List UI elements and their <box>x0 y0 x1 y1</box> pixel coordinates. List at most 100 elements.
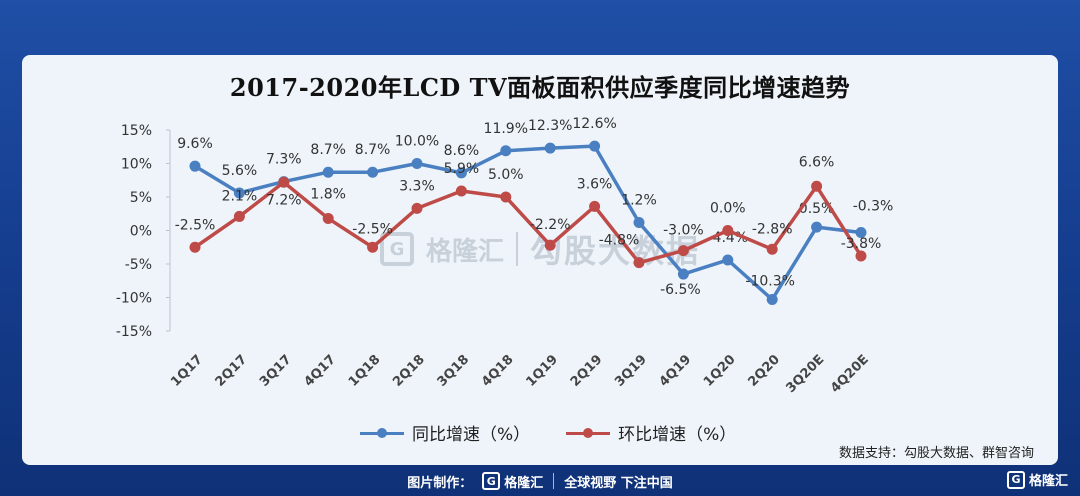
data-label-0: 10.0% <box>395 134 439 150</box>
data-label-1: 7.2% <box>266 192 302 208</box>
y-tick-label: 15% <box>121 123 152 139</box>
data-point-1 <box>367 241 379 253</box>
x-tick-label: 3Q18 <box>435 352 473 390</box>
data-point-0 <box>855 227 867 239</box>
footer-bar: 图片制作： G 格隆汇 全球视野 下注中国 <box>0 466 1080 496</box>
data-point-0 <box>633 216 645 228</box>
x-tick-label: 4Q18 <box>479 352 517 390</box>
data-label-0: -0.3% <box>853 199 894 215</box>
data-point-1 <box>411 202 423 214</box>
y-tick-label: -15% <box>116 324 152 340</box>
legend: 同比增速（%） 环比增速（%） <box>360 420 736 445</box>
series-line-1 <box>194 180 863 265</box>
data-label-1: 3.6% <box>577 176 613 192</box>
x-tick-label: 3Q20E <box>784 352 828 396</box>
chart-title: 2017-2020年LCD TV面板面积供应季度同比增速趋势 <box>229 73 851 102</box>
x-tick-label: 1Q19 <box>523 352 561 390</box>
data-point-1 <box>633 257 645 269</box>
x-tick-label: 3Q17 <box>257 352 295 390</box>
data-point-0 <box>189 160 201 172</box>
data-label-1: 3.3% <box>399 178 435 194</box>
data-label-0: 0.5% <box>799 201 835 217</box>
y-tick-label: 5% <box>130 190 152 206</box>
data-point-0 <box>411 158 423 169</box>
data-point-0 <box>677 268 689 280</box>
data-label-0: 12.6% <box>572 116 616 132</box>
data-point-0 <box>367 166 379 178</box>
x-tick-label: 2Q18 <box>390 352 428 390</box>
data-label-1: -2.5% <box>175 217 216 233</box>
footer-logo: G 格隆汇 <box>482 472 543 491</box>
data-label-0: 8.7% <box>355 142 391 158</box>
x-tick-label: 4Q19 <box>657 352 695 390</box>
footer-brand: 格隆汇 <box>504 475 544 491</box>
data-point-1 <box>811 180 823 192</box>
data-point-1 <box>278 176 290 188</box>
data-point-0 <box>766 294 778 306</box>
data-label-0: -6.5% <box>660 282 701 298</box>
footer-logo-icon: G <box>482 472 501 490</box>
data-point-1 <box>766 243 778 255</box>
data-label-0: 8.6% <box>444 143 480 159</box>
data-label-0: 11.9% <box>484 121 528 137</box>
data-point-1 <box>500 191 512 203</box>
legend-item-qoq: 环比增速（%） <box>566 420 736 445</box>
data-point-1 <box>589 200 601 212</box>
y-tick-label: 0% <box>130 224 152 240</box>
data-label-0: 7.3% <box>266 152 302 168</box>
data-point-0 <box>322 166 334 178</box>
chart-card <box>22 55 1058 465</box>
watermark-divider <box>516 232 519 266</box>
x-tick-label: 4Q17 <box>301 352 339 390</box>
data-point-1 <box>322 212 334 224</box>
data-point-1 <box>722 225 734 236</box>
footer-divider <box>553 473 555 489</box>
legend-label-qoq: 环比增速（%） <box>618 425 737 445</box>
x-tick-label: 2Q19 <box>568 352 606 390</box>
data-point-1 <box>855 250 867 262</box>
data-label-1: -2.2% <box>530 217 571 233</box>
data-point-0 <box>811 221 823 233</box>
data-label-1: -3.0% <box>663 223 704 239</box>
x-tick-label: 1Q20 <box>701 352 739 390</box>
data-label-1: 0.0% <box>710 201 746 217</box>
data-point-0 <box>722 254 734 266</box>
watermark-logo-icon: G <box>380 232 414 266</box>
data-label-0: 1.2% <box>621 192 657 208</box>
watermark-brand: 格隆汇 <box>426 236 505 267</box>
data-point-1 <box>455 185 467 197</box>
footer-slogan: 全球视野 下注中国 <box>564 475 673 491</box>
data-point-0 <box>589 140 601 152</box>
source-note: 数据支持：勾股大数据、群智咨询 <box>838 446 1034 461</box>
data-label-0: 9.6% <box>177 136 213 152</box>
data-label-0: 8.7% <box>310 142 346 158</box>
x-tick-label: 2Q20 <box>745 352 783 390</box>
x-tick-label: 1Q17 <box>168 352 206 390</box>
footer-made-by: 图片制作： <box>407 475 473 491</box>
series-line-0 <box>194 144 862 302</box>
data-label-1: -2.5% <box>352 221 393 237</box>
data-label-1: 6.6% <box>799 154 835 170</box>
y-tick-label: -5% <box>125 257 152 273</box>
data-label-1: -4.8% <box>599 233 640 249</box>
data-point-0 <box>500 145 512 157</box>
data-point-1 <box>677 245 689 257</box>
x-tick-label: 4Q20E <box>828 352 872 396</box>
data-label-0: 12.3% <box>528 118 572 134</box>
y-tick-label: 10% <box>121 157 152 173</box>
data-label-1: -2.8% <box>752 221 793 237</box>
data-label-1: 2.1% <box>222 188 258 204</box>
data-point-0 <box>544 142 556 154</box>
data-point-1 <box>544 239 556 251</box>
legend-item-yoy: 同比增速（%） <box>360 420 530 445</box>
legend-label-yoy: 同比增速（%） <box>412 425 531 445</box>
data-label-0: -10.3% <box>745 274 795 290</box>
data-point-1 <box>233 210 245 222</box>
x-tick-label: 3Q19 <box>612 352 650 390</box>
data-point-0 <box>233 187 245 199</box>
corner-logo-brand: 格隆汇 <box>1028 474 1068 489</box>
data-label-1: 5.0% <box>488 167 524 183</box>
legend-swatch-qoq <box>566 426 611 440</box>
data-label-0: 5.6% <box>222 163 258 179</box>
